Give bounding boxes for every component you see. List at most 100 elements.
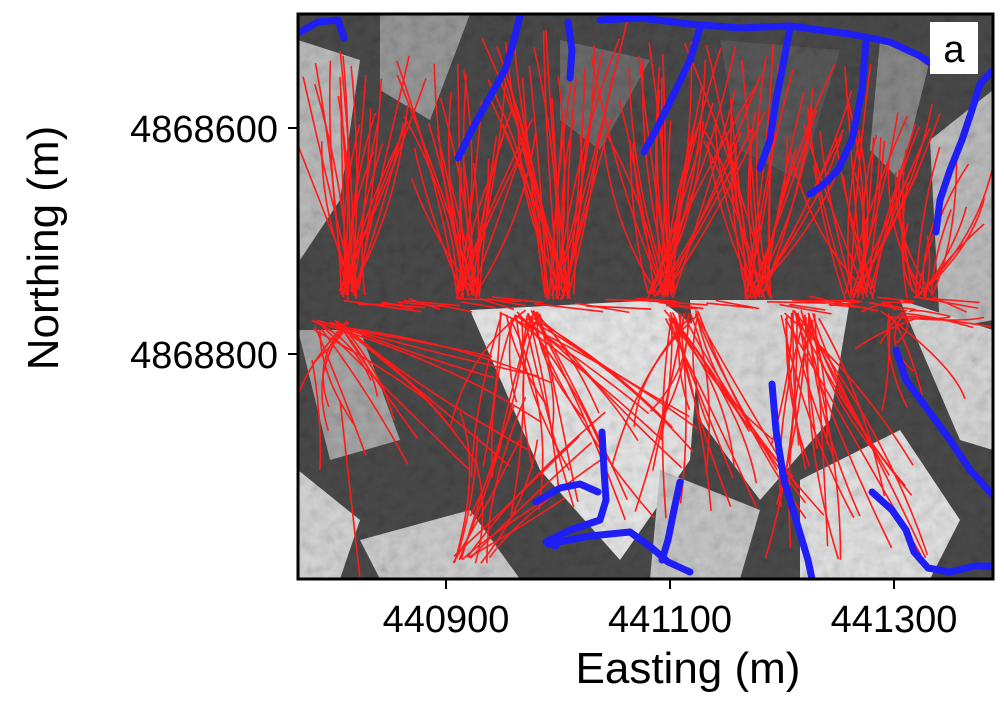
flow-path-line bbox=[813, 165, 847, 300]
flow-path-line bbox=[298, 320, 348, 398]
flow-path-line bbox=[788, 303, 826, 311]
flow-path-line bbox=[914, 146, 941, 294]
flow-path-line bbox=[901, 315, 993, 328]
flow-path-line bbox=[572, 50, 604, 295]
flow-path-line bbox=[470, 140, 526, 296]
flow-path-line bbox=[320, 323, 470, 470]
flow-path-line bbox=[350, 112, 377, 297]
flow-path-line bbox=[757, 63, 836, 298]
flow-path-line bbox=[561, 119, 576, 298]
flow-path-line bbox=[891, 317, 923, 396]
flow-path-line bbox=[490, 314, 517, 478]
flow-path-line bbox=[316, 319, 539, 377]
y-axis-title: Northing (m) bbox=[19, 126, 68, 371]
flow-path-line bbox=[354, 55, 411, 296]
flow-path-line bbox=[651, 120, 704, 293]
flow-path-line bbox=[677, 313, 691, 411]
flow-path-line bbox=[674, 318, 732, 507]
flow-path-line bbox=[524, 319, 575, 508]
flow-path-line bbox=[480, 439, 539, 564]
x-tick-label: 441300 bbox=[831, 599, 958, 641]
flow-path-line bbox=[508, 317, 518, 403]
flow-path-line bbox=[666, 304, 698, 310]
flow-path-line bbox=[468, 497, 566, 558]
panel-label-box: a bbox=[930, 22, 978, 74]
flow-path-line bbox=[730, 102, 749, 298]
x-tick-label: 441100 bbox=[608, 599, 732, 641]
flow-path-line bbox=[916, 167, 993, 297]
flow-path-line bbox=[629, 140, 649, 294]
flow-path-line bbox=[850, 112, 899, 297]
hillshade-relief bbox=[298, 14, 993, 579]
flow-path-line bbox=[298, 145, 358, 297]
flow-path-line bbox=[784, 312, 914, 466]
flow-path-line bbox=[311, 319, 543, 424]
flow-path-line bbox=[685, 318, 825, 516]
flow-path-line bbox=[749, 69, 794, 298]
map-plot-area bbox=[298, 14, 993, 579]
y-tick-label: 4868600 bbox=[130, 109, 278, 151]
channel-line bbox=[544, 528, 694, 576]
flow-path-line bbox=[868, 301, 916, 311]
flow-path-line bbox=[561, 117, 613, 300]
channel-line bbox=[768, 380, 816, 579]
flow-path-line bbox=[555, 38, 620, 299]
x-tick-label: 440900 bbox=[383, 599, 510, 641]
y-tick-label: 4868800 bbox=[130, 335, 278, 377]
flow-path-line bbox=[880, 310, 966, 400]
flow-path-line bbox=[339, 50, 357, 298]
flow-path-line bbox=[789, 153, 866, 292]
channel-network bbox=[298, 14, 993, 579]
x-axis-title: Easting (m) bbox=[576, 644, 801, 693]
flow-path-line bbox=[403, 116, 459, 292]
flow-path-line bbox=[398, 301, 445, 308]
flow-path-line bbox=[661, 316, 673, 518]
y-axis: 4868600 4868800 bbox=[130, 109, 298, 377]
flow-path-line bbox=[780, 314, 855, 519]
flow-path-line bbox=[806, 313, 840, 560]
flow-path-line bbox=[750, 110, 818, 294]
flow-path-line bbox=[764, 317, 798, 559]
flow-path-line bbox=[537, 316, 690, 418]
flow-path-line bbox=[662, 47, 722, 296]
flow-path-line bbox=[706, 302, 754, 309]
flow-path-line bbox=[793, 310, 929, 556]
flow-path-line bbox=[931, 154, 958, 297]
flow-path-line bbox=[456, 435, 479, 558]
flow-path-line bbox=[461, 301, 496, 309]
flow-path-line bbox=[926, 297, 980, 304]
flow-path-line bbox=[658, 301, 704, 310]
flow-path-line bbox=[893, 313, 914, 372]
flow-path-line bbox=[842, 175, 869, 293]
flow-path-line bbox=[785, 317, 807, 470]
flow-path-line bbox=[341, 121, 408, 297]
channel-line bbox=[868, 488, 993, 576]
flow-path-line bbox=[500, 312, 698, 430]
flow-path-line bbox=[455, 145, 526, 299]
flow-path-line bbox=[456, 297, 522, 303]
flow-path-line bbox=[932, 296, 967, 313]
flow-path-line bbox=[668, 317, 734, 479]
flow-path-line bbox=[671, 90, 736, 298]
flow-path-line bbox=[667, 120, 676, 291]
flow-path-line bbox=[808, 315, 873, 449]
flow-path-line bbox=[472, 162, 480, 299]
flow-path-line bbox=[767, 300, 826, 304]
plot-frame bbox=[296, 12, 995, 581]
flow-path-line bbox=[808, 318, 861, 517]
x-axis: 440900 441100 441300 bbox=[383, 579, 958, 641]
flow-path-line bbox=[801, 316, 927, 559]
flow-paths bbox=[298, 22, 993, 579]
flow-path-line bbox=[517, 129, 567, 297]
flow-path-line bbox=[590, 56, 664, 292]
flow-path-line bbox=[311, 359, 322, 471]
flow-path-line bbox=[525, 317, 694, 453]
flow-path-line bbox=[605, 298, 665, 303]
flow-path-line bbox=[618, 98, 656, 297]
flow-path-line bbox=[689, 313, 711, 475]
flow-path-line bbox=[555, 22, 628, 297]
flow-path-line bbox=[574, 302, 630, 314]
flow-path-line bbox=[509, 318, 525, 517]
flow-path-line bbox=[654, 131, 742, 297]
